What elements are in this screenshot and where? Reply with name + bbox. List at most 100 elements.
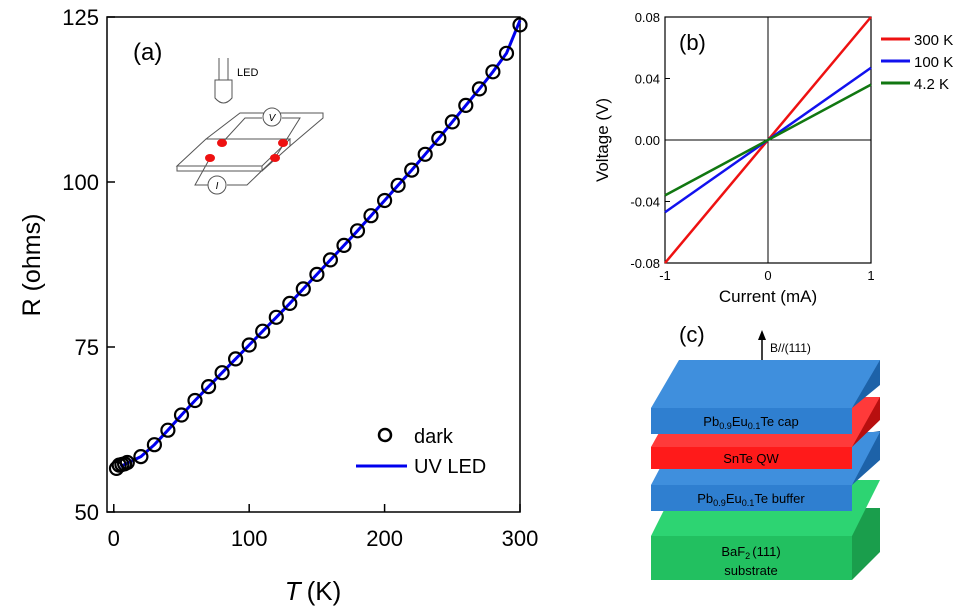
dark-data-point <box>485 64 501 80</box>
dark-data-point <box>146 437 162 453</box>
dark-data-point <box>404 162 420 178</box>
b-x-tick-label: 1 <box>867 268 874 283</box>
panel-a-label: (a) <box>133 39 162 66</box>
dark-data-point <box>322 252 338 268</box>
panel-a-legend: dark UV LED <box>356 426 486 478</box>
measurement-inset: LED V I <box>175 58 324 195</box>
b-x-tick-label: 0 <box>764 268 771 283</box>
dark-data-point <box>282 295 298 311</box>
b-y-tick-label: 0.04 <box>635 72 660 87</box>
x-label-symbol: T <box>285 576 303 606</box>
dark-data-point <box>295 281 311 297</box>
panel-c-label: (c) <box>679 322 705 347</box>
panel-a-x-label: T (K) <box>285 576 342 606</box>
y-tick-label: 100 <box>62 170 99 195</box>
panel-b: (b) -0.08 -0.04 0.00 0.04 0.08 -1 0 1 Voltage … <box>593 10 953 306</box>
panel-b-legend: 300 K 100 K 4.2 K <box>881 32 953 93</box>
y-tick-label: 50 <box>75 500 99 525</box>
panel-a-x-ticks: 0 100 200 300 <box>108 504 539 551</box>
b-y-tick-label: -0.08 <box>630 256 660 271</box>
buffer-front <box>651 485 852 511</box>
dark-data-point <box>431 130 447 146</box>
panel-b-x-ticks: -1 0 1 <box>659 258 875 283</box>
panel-a-frame <box>106 16 521 513</box>
dark-data-point <box>471 81 487 97</box>
cap-front <box>651 408 852 434</box>
x-tick-label: 200 <box>366 526 403 551</box>
b-y-tick-label: 0.00 <box>635 133 660 148</box>
panel-b-label: (b) <box>679 30 706 55</box>
panel-a-y-ticks: 50 75 100 125 <box>62 5 115 525</box>
substrate-label-line2: substrate <box>724 563 777 578</box>
voltmeter-label: V <box>269 113 277 124</box>
dark-data-point <box>133 449 149 465</box>
i-wires <box>194 157 276 186</box>
panel-b-series <box>664 16 872 264</box>
iv-line <box>664 83 872 197</box>
contact-dot <box>270 154 280 162</box>
qw-label: SnTe QW <box>723 451 779 466</box>
contact-dot <box>217 139 227 147</box>
dark-data-point <box>268 309 284 325</box>
dark-data-point <box>160 422 176 438</box>
dark-data-point <box>417 146 433 162</box>
led-label: LED <box>237 67 258 79</box>
panel-b-x-label: Current (mA) <box>719 287 817 306</box>
x-label-unit: (K) <box>307 576 342 606</box>
b-x-tick-label: -1 <box>659 268 671 283</box>
x-tick-label: 300 <box>502 526 539 551</box>
legend-dark-marker <box>377 427 393 443</box>
contact-dot <box>205 154 215 162</box>
buffer-label: Pb0.9Eu0.1Te buffer <box>697 491 805 508</box>
dark-data-point <box>241 337 257 353</box>
led-bulb <box>214 79 233 104</box>
substrate-front <box>651 536 852 580</box>
cap-label: Pb0.9Eu0.1Te cap <box>703 414 798 431</box>
legend-300k-label: 300 K <box>914 32 953 49</box>
dark-data-point <box>214 365 230 381</box>
x-tick-label: 0 <box>108 526 120 551</box>
dark-data-point <box>498 45 515 61</box>
panel-c: (c) B//(111) BaF2 (111) substrate Pb0.9Eu… <box>651 322 880 580</box>
dark-data-point <box>309 266 325 282</box>
qw-front <box>651 447 852 469</box>
ammeter-label: I <box>216 181 219 192</box>
dark-points <box>108 17 528 476</box>
dark-data-point <box>377 192 393 209</box>
panel-a-y-label: R (ohms) <box>18 214 46 317</box>
dark-data-point <box>444 114 460 130</box>
legend-100k-label: 100 K <box>914 54 953 71</box>
y-tick-label: 75 <box>75 335 99 360</box>
b-y-tick-label: 0.08 <box>635 10 660 25</box>
panel-b-y-ticks: -0.08 -0.04 0.00 0.04 0.08 <box>630 10 670 271</box>
dark-data-point <box>228 351 244 367</box>
dark-data-point <box>255 323 271 339</box>
b-y-tick-label: -0.04 <box>630 195 660 210</box>
voltmeter <box>262 107 282 127</box>
dark-data-point <box>458 97 474 114</box>
uv-led-line <box>119 19 522 468</box>
substrate-label: BaF2 (111) <box>721 544 780 561</box>
field-arrow-head <box>758 330 766 340</box>
dark-data-point <box>512 17 528 33</box>
legend-uv-led-label: UV LED <box>414 456 486 478</box>
dark-data-point <box>201 379 217 395</box>
dark-data-point <box>363 208 379 224</box>
panel-b-y-label: Voltage (V) <box>593 98 612 182</box>
dark-data-point <box>187 392 203 409</box>
dark-data-point <box>173 407 190 423</box>
dark-data-point <box>119 454 135 471</box>
y-tick-label: 125 <box>62 5 99 30</box>
ammeter <box>207 175 227 195</box>
dark-data-point <box>336 237 352 253</box>
layer-cap: Pb0.9Eu0.1Te cap <box>651 360 880 434</box>
contact-dot <box>278 139 288 147</box>
dark-data-point <box>349 223 366 239</box>
legend-dark-label: dark <box>414 426 454 448</box>
legend-4k-label: 4.2 K <box>914 76 949 93</box>
sample-edge <box>176 139 291 172</box>
x-tick-label: 100 <box>231 526 268 551</box>
cap-top <box>651 360 880 408</box>
